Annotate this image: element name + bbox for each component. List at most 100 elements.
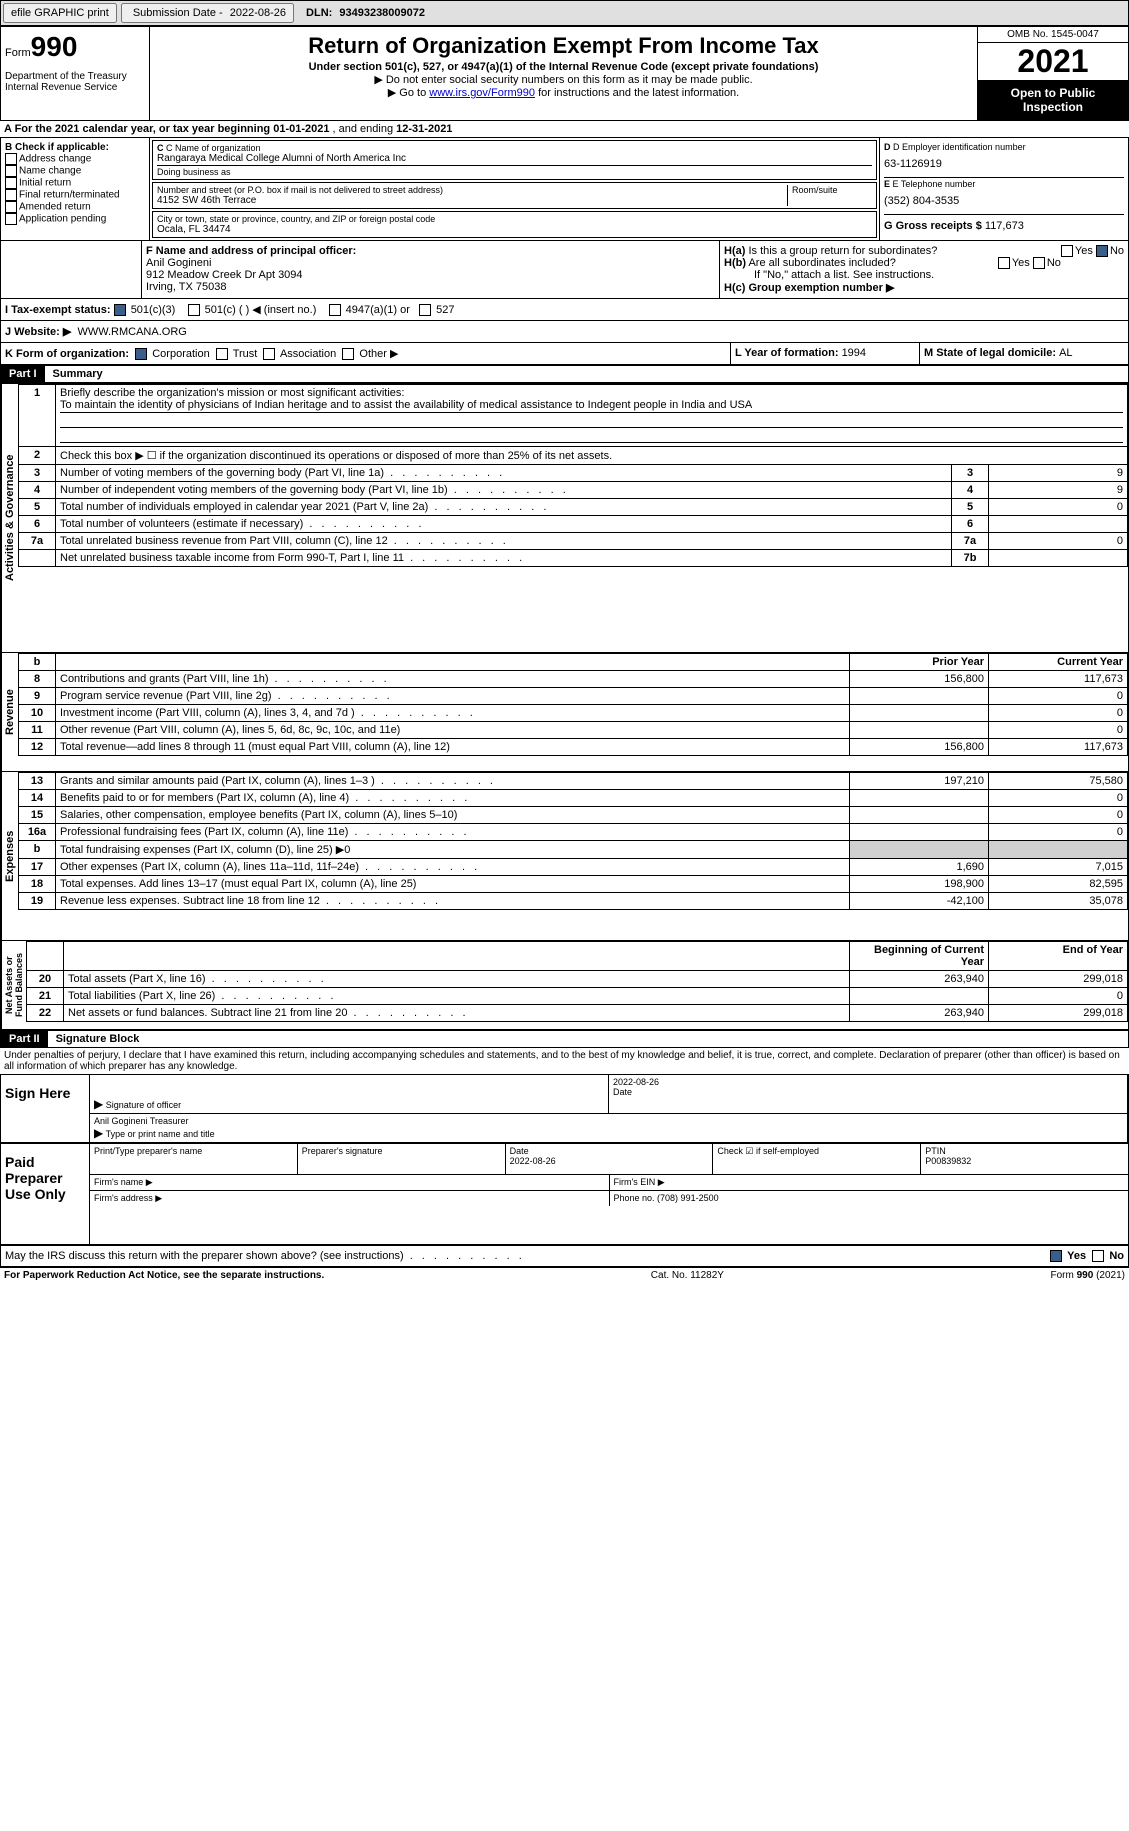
hb-label: Are all subordinates included? — [748, 257, 895, 269]
ha-yes[interactable] — [1061, 245, 1073, 257]
b-label: B Check if applicable: — [5, 142, 109, 153]
k-assoc[interactable] — [263, 348, 275, 360]
section-klm: K Form of organization: Corporation Trus… — [0, 343, 1129, 365]
vert-na: Net Assets or Fund Balances — [1, 941, 26, 1029]
vert-ag: Activities & Governance — [1, 384, 18, 652]
tax-year: 2021 — [978, 43, 1128, 80]
prep-check-label: Check ☑ if self-employed — [717, 1146, 819, 1156]
addr-label: Number and street (or P.O. box if mail i… — [157, 185, 787, 195]
sign-date: 2022-08-26 — [613, 1077, 1123, 1087]
open-public: Open to Public Inspection — [978, 80, 1128, 120]
website: WWW.RMCANA.ORG — [77, 326, 186, 338]
tel: (352) 804-3535 — [884, 189, 1124, 213]
dept-label: Department of the Treasury Internal Reve… — [5, 71, 145, 93]
line-a: A For the 2021 calendar year, or tax yea… — [0, 121, 1129, 138]
firm-addr-label: Firm's address ▶ — [94, 1193, 162, 1203]
f-label: F Name and address of principal officer: — [146, 245, 356, 257]
i-501c[interactable] — [188, 304, 200, 316]
form-box: Form990 Department of the Treasury Inter… — [1, 27, 150, 120]
tel-label: E Telephone number — [893, 179, 976, 189]
officer-box: F Name and address of principal officer:… — [142, 241, 720, 298]
firm-ein-label: Firm's EIN ▶ — [614, 1177, 665, 1187]
form-note2: ▶ Go to www.irs.gov/Form990 for instruct… — [154, 86, 973, 99]
k-corp[interactable] — [135, 348, 147, 360]
k-other[interactable] — [342, 348, 354, 360]
efile-button[interactable]: efile GRAPHIC print — [3, 3, 117, 23]
footer-mid: Cat. No. 11282Y — [651, 1270, 724, 1281]
section-bcd: B Check if applicable: Address change Na… — [0, 138, 1129, 241]
discuss-text: May the IRS discuss this return with the… — [5, 1250, 1050, 1262]
section-i: I Tax-exempt status: 501(c)(3) 501(c) ( … — [0, 299, 1129, 321]
ein: 63-1126919 — [884, 152, 1124, 176]
form-note1: ▶ Do not enter social security numbers o… — [154, 73, 973, 86]
revenue-block: Revenue bPrior YearCurrent Year 8Contrib… — [0, 653, 1129, 772]
section-h: H(a) Is this a group return for subordin… — [720, 241, 1128, 298]
part1-title: Summary — [45, 368, 103, 380]
col-c: C C Name of organization Rangaraya Medic… — [150, 138, 880, 240]
hb-note: If "No," attach a list. See instructions… — [724, 269, 1124, 281]
city-box: City or town, state or province, country… — [152, 211, 877, 238]
check-amended[interactable] — [5, 201, 17, 213]
org-name-box: C C Name of organization Rangaraya Medic… — [152, 140, 877, 180]
discuss-yes[interactable] — [1050, 1250, 1062, 1262]
signer-name: Anil Gogineni Treasurer — [94, 1116, 1123, 1126]
prep-sig-label: Preparer's signature — [302, 1146, 383, 1156]
hb-yes[interactable] — [998, 257, 1010, 269]
officer-addr1: 912 Meadow Creek Dr Apt 3094 — [146, 269, 303, 281]
i-527[interactable] — [419, 304, 431, 316]
ein-label: D Employer identification number — [893, 142, 1026, 152]
part2-title: Signature Block — [48, 1033, 140, 1045]
i-4947[interactable] — [329, 304, 341, 316]
officer-name: Anil Gogineni — [146, 257, 211, 269]
check-pending[interactable] — [5, 213, 17, 225]
date-label: Date — [613, 1087, 632, 1097]
k-label: K Form of organization: — [5, 348, 129, 360]
prep-name-label: Print/Type preparer's name — [94, 1146, 202, 1156]
section-j: J Website: ▶ WWW.RMCANA.ORG — [0, 321, 1129, 343]
declaration: Under penalties of perjury, I declare th… — [0, 1048, 1129, 1074]
netassets-table: Beginning of Current YearEnd of Year 20T… — [26, 941, 1128, 1022]
q2: Check this box ▶ ☐ if the organization d… — [56, 447, 1128, 465]
omb-number: OMB No. 1545-0047 — [978, 27, 1128, 43]
irs-link[interactable]: www.irs.gov/Form990 — [429, 87, 535, 99]
i-label: I Tax-exempt status: — [5, 304, 111, 316]
sign-label: Sign Here — [1, 1075, 90, 1142]
form-subtitle: Under section 501(c), 527, or 4947(a)(1)… — [154, 61, 973, 73]
org-name-label: C C Name of organization — [157, 143, 872, 153]
dba-label: Doing business as — [157, 167, 872, 177]
col-d: D D Employer identification number 63-11… — [880, 138, 1128, 240]
j-label: J Website: ▶ — [5, 326, 71, 338]
sig-officer-label: Signature of officer — [106, 1100, 181, 1110]
firm-name-label: Firm's name ▶ — [94, 1177, 153, 1187]
footer-left: For Paperwork Reduction Act Notice, see … — [4, 1270, 324, 1281]
form-number: 990 — [31, 31, 78, 62]
hb-no[interactable] — [1033, 257, 1045, 269]
title-box: Return of Organization Exempt From Incom… — [150, 27, 977, 120]
submission-date: 2022-08-26 — [230, 7, 286, 19]
discuss-no[interactable] — [1092, 1250, 1104, 1262]
submission-date-button[interactable]: Submission Date - 2022-08-26 — [121, 3, 294, 23]
hc-label: H(c) Group exemption number ▶ — [724, 282, 894, 294]
addr-box: Number and street (or P.O. box if mail i… — [152, 182, 877, 209]
i-501c3[interactable] — [114, 304, 126, 316]
k-trust[interactable] — [216, 348, 228, 360]
check-final[interactable] — [5, 189, 17, 201]
ha-no[interactable] — [1096, 245, 1108, 257]
submission-label: Submission Date - — [133, 7, 226, 19]
check-name[interactable] — [5, 165, 17, 177]
form-title: Return of Organization Exempt From Incom… — [154, 33, 973, 59]
check-address[interactable] — [5, 153, 17, 165]
part1-body: Activities & Governance 1 Briefly descri… — [0, 383, 1129, 653]
prep-label: Paid Preparer Use Only — [1, 1144, 90, 1244]
netassets-block: Net Assets or Fund Balances Beginning of… — [0, 941, 1129, 1030]
form-header: Form990 Department of the Treasury Inter… — [0, 26, 1129, 121]
dln: DLN: 93493238009072 — [302, 7, 429, 19]
part1-badge: Part I — [1, 366, 45, 382]
ha-label: Is this a group return for subordinates? — [748, 245, 937, 257]
discuss-row: May the IRS discuss this return with the… — [0, 1246, 1129, 1267]
org-name: Rangaraya Medical College Alumni of Nort… — [157, 153, 872, 164]
l-label: L Year of formation: — [735, 347, 842, 359]
check-initial[interactable] — [5, 177, 17, 189]
vert-rev: Revenue — [1, 653, 18, 771]
section-fh: F Name and address of principal officer:… — [0, 241, 1129, 299]
